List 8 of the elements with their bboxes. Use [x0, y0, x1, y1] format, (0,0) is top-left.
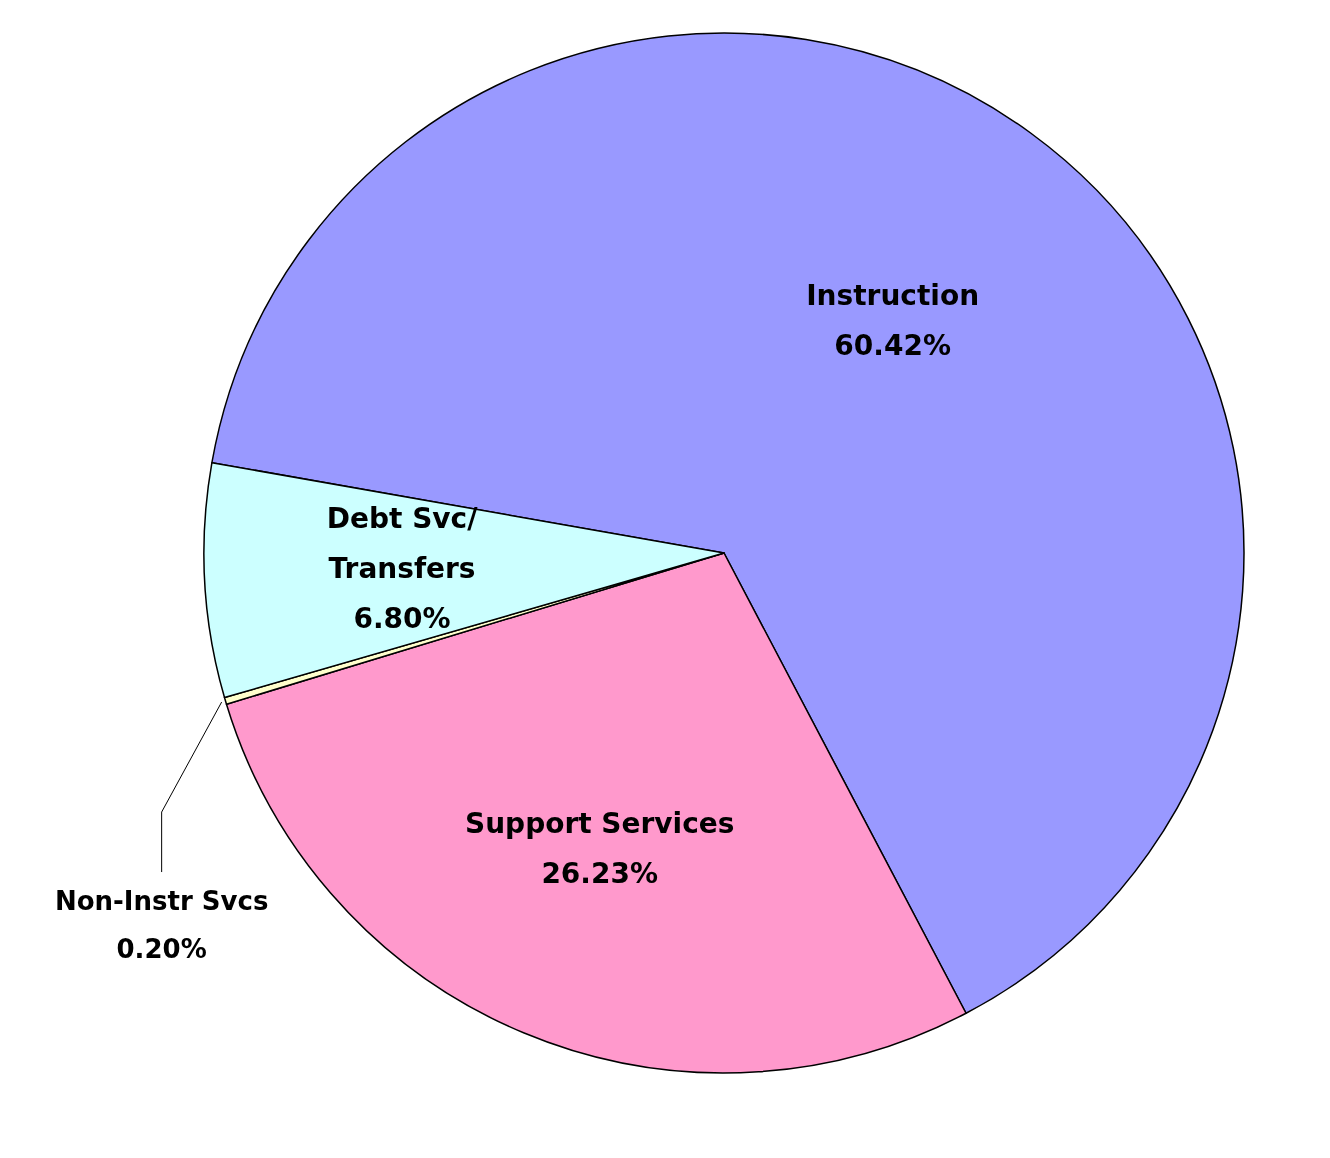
data-label: 60.42%: [834, 329, 951, 362]
data-label: 6.80%: [353, 602, 451, 636]
slice-label: Debt Svc/ Transfers: [326, 502, 479, 586]
slice-label: Non-Instr Svcs: [54, 885, 269, 916]
slice-label: Instruction: [806, 279, 980, 312]
data-label: 26.23%: [541, 857, 659, 891]
slice-label: Support Services: [464, 807, 735, 841]
data-label: 0.20%: [116, 933, 207, 964]
